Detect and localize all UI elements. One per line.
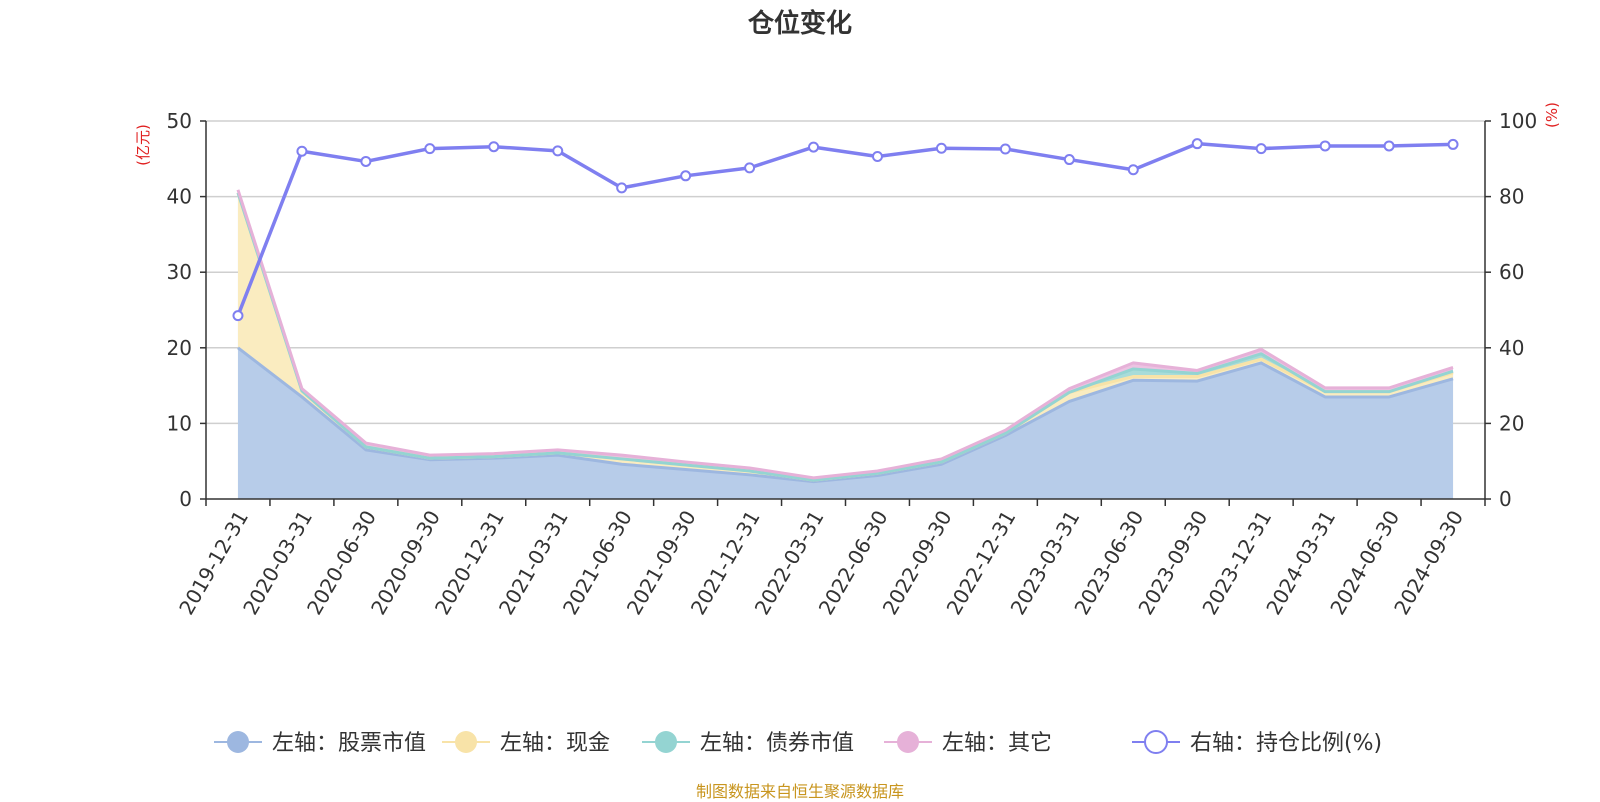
left-tick-label: 50 xyxy=(167,109,192,133)
area-edge-2 xyxy=(236,192,1454,482)
ratio-point xyxy=(488,141,500,153)
left-tick-label: 0 xyxy=(179,487,192,511)
left-tick-label: 40 xyxy=(167,185,192,209)
legend-item[interactable]: 左轴：其它 xyxy=(884,731,1052,756)
ratio-point xyxy=(935,142,947,154)
legend-label: 左轴：现金 xyxy=(500,731,610,756)
ratio-line-path xyxy=(236,141,1454,317)
area-0 xyxy=(237,347,1454,499)
ratio-point xyxy=(232,310,244,322)
legend-item[interactable]: 左轴：债券市值 xyxy=(642,731,854,756)
right-tick-label: 40 xyxy=(1499,336,1524,360)
ratio-point xyxy=(744,162,756,174)
left-tick-label: 10 xyxy=(167,411,192,435)
stacked-areas xyxy=(236,189,1454,499)
ratio-point xyxy=(552,145,564,157)
legend-marker xyxy=(655,731,677,753)
right-tick-label: 0 xyxy=(1499,487,1512,511)
legend-item[interactable]: 右轴：持仓比例(%) xyxy=(1132,730,1382,756)
area-edge-3 xyxy=(236,189,1454,480)
ratio-point xyxy=(1383,140,1395,152)
right-tick-label: 80 xyxy=(1499,185,1524,209)
legend-label: 左轴：股票市值 xyxy=(272,731,426,756)
left-tick-label: 20 xyxy=(167,336,192,360)
ratio-point xyxy=(1191,138,1203,150)
legend-item[interactable]: 左轴：现金 xyxy=(442,731,610,756)
right-tick-label: 100 xyxy=(1499,109,1537,133)
ratio-point xyxy=(1127,164,1139,176)
axes: 010203040500204060801002019-12-312020-03… xyxy=(167,109,1538,619)
legend-item[interactable]: 左轴：股票市值 xyxy=(214,731,426,756)
ratio-point xyxy=(1319,140,1331,152)
right-axis-unit: (%) xyxy=(1543,102,1561,128)
source-note: 制图数据来自恒生聚源数据库 xyxy=(695,782,904,801)
left-tick-label: 30 xyxy=(167,260,192,284)
right-tick-label: 20 xyxy=(1499,411,1524,435)
ratio-point xyxy=(1447,138,1459,150)
legend-label: 右轴：持仓比例(%) xyxy=(1190,731,1382,756)
ratio-line xyxy=(232,138,1459,322)
ratio-point xyxy=(616,182,628,194)
ratio-point xyxy=(680,170,692,182)
ratio-point xyxy=(360,155,372,167)
legend-marker xyxy=(455,731,477,753)
legend-label: 左轴：债券市值 xyxy=(700,731,854,756)
ratio-point xyxy=(1063,154,1075,166)
legend-marker xyxy=(1144,730,1168,754)
legend-marker xyxy=(227,731,249,753)
area-edge-0 xyxy=(237,346,1454,484)
legend: 左轴：股票市值 左轴：现金 左轴：债券市值 左轴：其它 右轴：持仓比例(%) xyxy=(214,730,1382,756)
ratio-point xyxy=(424,143,436,155)
ratio-point xyxy=(871,151,883,163)
ratio-point xyxy=(808,141,820,153)
ratio-point xyxy=(1255,143,1267,155)
legend-marker xyxy=(897,731,919,753)
chart-title: 仓位变化 xyxy=(747,8,852,39)
ratio-point xyxy=(296,145,308,157)
right-tick-label: 60 xyxy=(1499,260,1524,284)
legend-label: 左轴：其它 xyxy=(942,731,1052,756)
ratio-point xyxy=(999,143,1011,155)
left-axis-unit: (亿元) xyxy=(134,124,152,166)
